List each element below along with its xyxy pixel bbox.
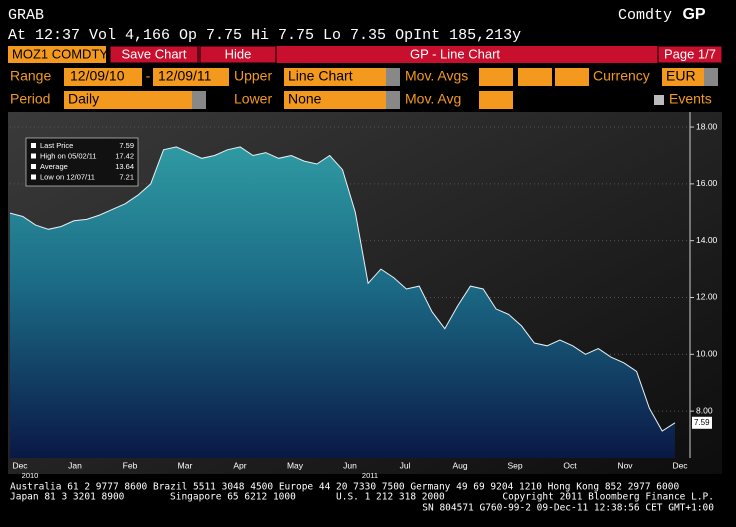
- events-checkbox[interactable]: [654, 95, 664, 105]
- legend-value: 7.59: [119, 141, 134, 150]
- x-tick-label: Dec: [672, 460, 688, 470]
- mov-avg-label: Mov. Avg: [405, 91, 461, 107]
- mov-avg-input[interactable]: [518, 68, 552, 86]
- y-tick-label: 14.00: [696, 235, 718, 245]
- footer-singapore: Singapore 65 6212 1000: [170, 492, 296, 503]
- security: MOZ1 COMDTY: [12, 46, 108, 61]
- hide-label: Hide: [225, 46, 252, 61]
- range-label: Range: [10, 68, 51, 84]
- save-label: Save Chart: [121, 46, 186, 61]
- x-tick-label: Aug: [452, 460, 467, 470]
- footer-us: U.S. 1 212 318 2000: [336, 492, 445, 503]
- lower: None: [288, 91, 322, 107]
- upper: Line Chart: [288, 68, 353, 84]
- footer-copyright: Copyright 2011 Bloomberg Finance L.P.: [502, 492, 714, 503]
- currency: EUR: [666, 68, 696, 84]
- mov-avg-input[interactable]: [479, 68, 513, 86]
- mov-avg-input[interactable]: [479, 91, 513, 109]
- year-label: 2010: [22, 471, 39, 480]
- brand: Comdty: [618, 7, 672, 24]
- footer-line: SN 804571 G760-99-2 09-Dec-11 12:38:56 C…: [422, 503, 714, 514]
- x-tick-label: Nov: [617, 460, 633, 470]
- toolbar-title: GP - Line Chart: [410, 46, 500, 61]
- mov-avg-input[interactable]: [555, 68, 589, 86]
- x-tick-label: Jun: [343, 460, 357, 470]
- y-tick-label: 10.00: [696, 349, 718, 359]
- x-tick-label: Dec: [12, 460, 28, 470]
- x-tick-label: Oct: [563, 460, 577, 470]
- function: GP: [682, 6, 705, 23]
- x-tick-label: May: [287, 460, 304, 470]
- dropdown-arrow[interactable]: [386, 91, 400, 109]
- currency-label: Currency: [593, 68, 650, 84]
- legend-value: 17.42: [115, 151, 134, 160]
- y-tick-label: 12.00: [696, 292, 718, 302]
- page: Page 1/7: [664, 46, 716, 61]
- events-label: Events: [669, 91, 712, 107]
- end: 12/09/11: [158, 68, 212, 84]
- legend-value: 7.21: [119, 172, 134, 181]
- x-tick-label: Jan: [68, 460, 82, 470]
- mov-avgs-label: Mov. Avgs: [405, 68, 468, 84]
- period: Daily: [68, 91, 99, 107]
- legend-icon: [31, 143, 36, 148]
- footer-japan: Japan 81 3 3201 8900: [10, 492, 125, 503]
- legend-label: Average: [40, 162, 68, 171]
- legend-icon: [31, 164, 36, 169]
- legend-label: Last Price: [40, 141, 73, 150]
- x-tick-label: Apr: [233, 460, 246, 470]
- y-tick-label: 16.00: [696, 178, 718, 188]
- dash: -: [146, 68, 151, 84]
- legend-icon: [31, 175, 36, 180]
- last-price-label: 7.59: [694, 418, 710, 427]
- y-tick-label: 18.00: [696, 121, 718, 131]
- legend-label: High on 05/02/11: [40, 151, 97, 160]
- x-tick-label: Jul: [400, 460, 411, 470]
- legend-label: Low on 12/07/11: [40, 172, 95, 181]
- upper-label: Upper: [234, 68, 272, 84]
- dropdown-arrow[interactable]: [704, 68, 718, 86]
- legend-value: 13.64: [115, 162, 134, 171]
- x-tick-label: Mar: [178, 460, 193, 470]
- dropdown-arrow[interactable]: [386, 68, 400, 86]
- legend-icon: [31, 154, 36, 159]
- year-label: 2011: [362, 471, 378, 480]
- period-label: Period: [10, 91, 50, 107]
- quote: At 12:37 Vol 4,166 Op 7.75 Hi 7.75 Lo 7.…: [8, 27, 521, 44]
- x-tick-label: Feb: [123, 460, 138, 470]
- y-tick-label: 8.00: [696, 405, 713, 415]
- dropdown-arrow[interactable]: [192, 91, 206, 109]
- code: GRAB: [8, 7, 44, 24]
- x-tick-label: Sep: [507, 460, 522, 470]
- start: 12/09/10: [70, 68, 125, 84]
- lower-label: Lower: [234, 91, 272, 107]
